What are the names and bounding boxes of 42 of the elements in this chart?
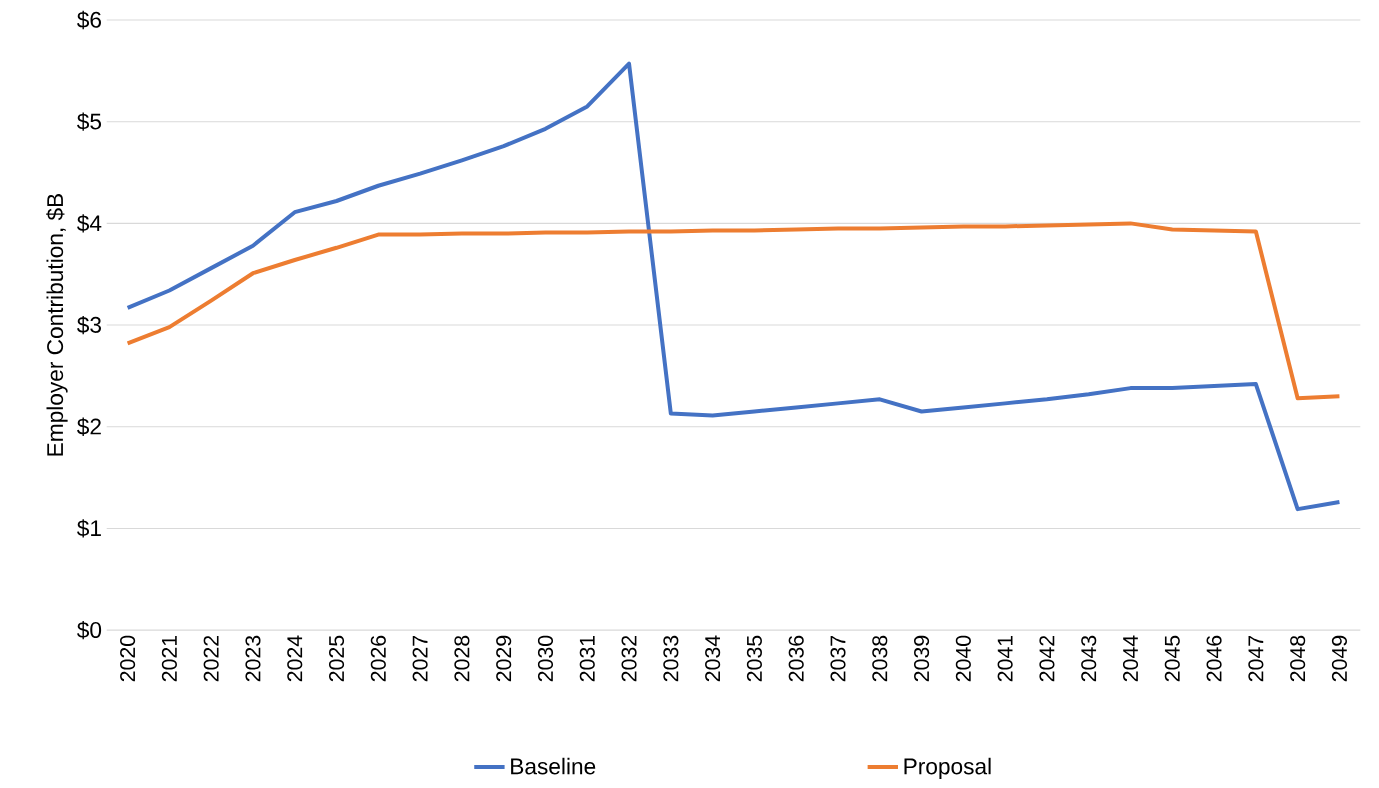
x-tick-label: 2031: [579, 635, 595, 682]
x-tick-label: 2037: [830, 635, 846, 682]
y-axis-title: Employer Contribution, $B: [46, 193, 68, 456]
x-tick-label: 2034: [705, 635, 721, 682]
x-tick-label: 2035: [746, 635, 762, 682]
line-series: [125, 221, 1342, 401]
y-tick-label: $1: [77, 519, 101, 538]
x-tick-label: 2027: [412, 635, 428, 682]
y-tick-label: $5: [77, 112, 102, 131]
x-tick-label: 2028: [454, 635, 470, 682]
x-tick-label: 2020: [120, 635, 136, 682]
x-tick-label: 2032: [621, 635, 637, 682]
x-tick-label: 2038: [872, 635, 888, 682]
x-tick-label: 2023: [245, 635, 261, 682]
x-tick-label: 2048: [1290, 635, 1306, 682]
x-tick-label: 2024: [287, 635, 303, 682]
x-tick-label: 2030: [537, 635, 554, 682]
y-tick-label: $3: [77, 315, 101, 335]
x-tick-label: 2029: [496, 635, 512, 682]
x-tick-label: 2049: [1331, 635, 1347, 682]
y-tick-label: $0: [77, 620, 102, 640]
x-tick-label: 2041: [997, 635, 1013, 682]
x-tick-label: 2043: [1081, 635, 1097, 682]
y-tick-label: $6: [77, 10, 101, 30]
legend-label: Proposal: [904, 757, 991, 779]
legend-label: Baseline: [511, 757, 596, 775]
x-tick-label: 2046: [1206, 635, 1222, 682]
x-tick-label: 2025: [328, 635, 345, 682]
x-tick-label: 2039: [914, 635, 930, 682]
y-tick-label: $2: [77, 417, 101, 436]
x-tick-label: 2036: [788, 635, 804, 682]
x-tick-label: 2026: [370, 635, 386, 682]
y-tick-label: $4: [77, 214, 102, 233]
x-tick-label: 2022: [203, 635, 219, 682]
x-tick-label: 2044: [1122, 635, 1139, 682]
x-tick-label: 2047: [1248, 635, 1264, 682]
x-tick-label: 2042: [1039, 635, 1055, 682]
x-tick-label: 2033: [663, 635, 679, 682]
x-tick-label: 2045: [1164, 635, 1180, 682]
x-tick-label: 2040: [955, 635, 971, 682]
x-tick-label: 2021: [161, 635, 177, 682]
line-series: [125, 61, 1342, 512]
